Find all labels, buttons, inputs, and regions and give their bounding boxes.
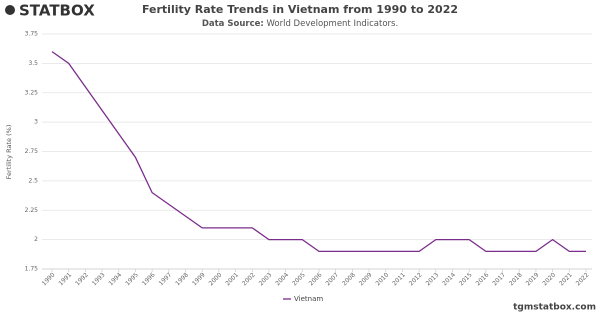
y-tick-label: 3.75 bbox=[25, 31, 39, 38]
y-tick-label: 2.25 bbox=[25, 207, 39, 214]
x-tick-label: 2007 bbox=[324, 271, 340, 287]
y-tick-label: 3.25 bbox=[25, 89, 39, 96]
logo: STATBOX bbox=[5, 2, 95, 20]
x-tick-label: 2013 bbox=[425, 271, 441, 287]
y-tick-label: 2.75 bbox=[25, 148, 39, 155]
x-tick-label: 2005 bbox=[291, 271, 307, 287]
x-tick-label: 1992 bbox=[74, 271, 90, 287]
x-tick-label: 2016 bbox=[475, 271, 491, 287]
x-tick-label: 2019 bbox=[525, 271, 541, 287]
subtitle-text: World Development Indicators. bbox=[266, 19, 398, 29]
x-tick-label: 2012 bbox=[408, 271, 424, 287]
series-line bbox=[51, 51, 586, 253]
x-tick-label: 2003 bbox=[258, 271, 274, 287]
logo-icon bbox=[5, 5, 15, 15]
chart-title: Fertility Rate Trends in Vietnam from 19… bbox=[142, 3, 458, 16]
x-tick-label: 1990 bbox=[41, 271, 57, 287]
x-tick-label: 1997 bbox=[158, 271, 174, 287]
legend-label: Vietnam bbox=[294, 295, 323, 303]
x-tick-label: 1993 bbox=[91, 271, 107, 287]
x-tick-label: 2000 bbox=[208, 271, 224, 287]
x-tick-label: 2018 bbox=[508, 271, 524, 287]
x-tick-label: 1996 bbox=[141, 271, 157, 287]
y-tick-label: 1.75 bbox=[25, 266, 39, 273]
y-tick-label: 2 bbox=[34, 236, 38, 243]
x-tick-label: 2021 bbox=[558, 271, 574, 287]
x-tick-label: 1995 bbox=[124, 271, 140, 287]
logo-text: STATBOX bbox=[19, 2, 95, 20]
x-tick-label: 2010 bbox=[374, 271, 390, 287]
x-tick-label: 2014 bbox=[441, 271, 457, 287]
x-tick-label: 2020 bbox=[541, 271, 557, 287]
y-axis-label: Fertility Rate (%) bbox=[5, 125, 13, 180]
x-tick-label: 1994 bbox=[107, 271, 123, 287]
x-tick-label: 2008 bbox=[341, 271, 357, 287]
x-tick-label: 2009 bbox=[358, 271, 374, 287]
x-tick-label: 2015 bbox=[458, 271, 474, 287]
x-tick-label: 2006 bbox=[308, 271, 324, 287]
x-tick-label: 2001 bbox=[224, 271, 240, 287]
x-tick-label: 1991 bbox=[57, 271, 73, 287]
x-tick-label: 1998 bbox=[174, 271, 190, 287]
x-tick-label: 2004 bbox=[274, 271, 290, 287]
y-tick-label: 2.5 bbox=[28, 177, 38, 184]
x-tick-label: 2002 bbox=[241, 271, 257, 287]
x-tick-label: 1999 bbox=[191, 271, 207, 287]
x-tick-label: 2011 bbox=[391, 271, 407, 287]
x-tick-label: 2017 bbox=[491, 271, 507, 287]
chart-subtitle: Data Source: World Development Indicator… bbox=[202, 19, 398, 29]
y-tick-label: 3.5 bbox=[28, 60, 38, 67]
footer: tgmstatbox.com bbox=[513, 303, 596, 313]
subtitle-label: Data Source: bbox=[202, 19, 264, 29]
x-tick-label: 2022 bbox=[575, 271, 591, 287]
y-tick-label: 3 bbox=[34, 119, 38, 126]
